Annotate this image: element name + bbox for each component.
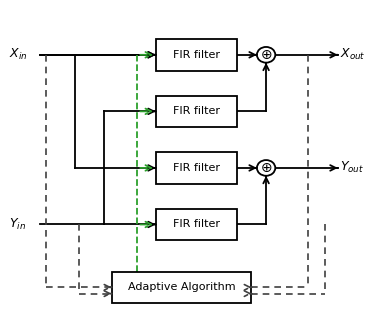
Text: $Y_{out}$: $Y_{out}$ (340, 160, 364, 176)
Text: FIR filter: FIR filter (173, 219, 220, 230)
Text: $\oplus$: $\oplus$ (260, 48, 272, 62)
Text: $X_{in}$: $X_{in}$ (9, 47, 27, 62)
Text: $\oplus$: $\oplus$ (260, 161, 272, 175)
Text: FIR filter: FIR filter (173, 50, 220, 60)
Bar (112, 272, 251, 303)
Text: $Y_{in}$: $Y_{in}$ (9, 217, 26, 232)
Circle shape (257, 47, 275, 63)
Text: $X_{out}$: $X_{out}$ (340, 47, 365, 62)
Bar (156, 39, 237, 70)
Bar (156, 209, 237, 240)
Bar (156, 152, 237, 184)
Text: Adaptive Algorithm: Adaptive Algorithm (128, 282, 235, 292)
Text: FIR filter: FIR filter (173, 107, 220, 116)
Circle shape (257, 160, 275, 176)
Bar (156, 96, 237, 127)
Text: FIR filter: FIR filter (173, 163, 220, 173)
